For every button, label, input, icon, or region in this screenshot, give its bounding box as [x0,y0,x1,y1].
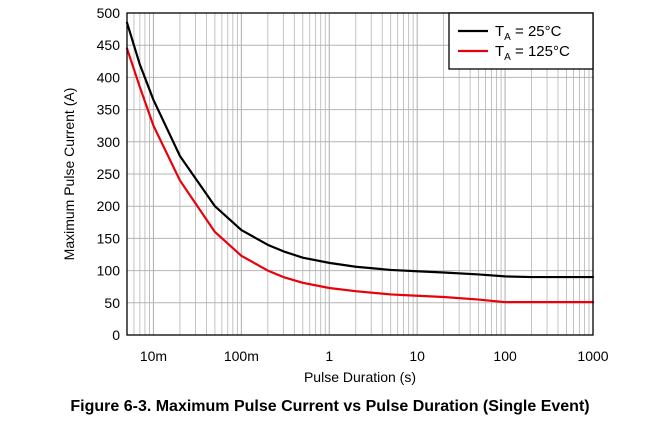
x-tick-label: 100 [493,348,517,364]
legend-label-125c: TA = 125°C [495,43,570,63]
series-layer [125,21,595,304]
legend-label-25c-rest: = 25°C [511,23,562,40]
x-tick-label: 10 [409,348,425,364]
y-tick-label: 250 [97,166,121,182]
x-tick-label: 1 [325,348,333,364]
y-tick-label: 350 [97,102,121,118]
y-tick-label: 500 [97,5,121,21]
y-tick-label: 300 [97,134,121,150]
legend: TA = 25°C TA = 125°C [448,12,594,70]
legend-label-25c-main: T [495,23,504,40]
y-tick-label: 50 [104,295,120,311]
y-tick-label: 100 [97,263,121,279]
y-tick-label: 0 [112,327,120,343]
x-tick-label: 1000 [577,348,608,364]
pulse-current-chart: 10m 100m 1 10 100 1000 0 50 100 150 200 250 300 350 4… [61,5,609,385]
legend-label-125c-main: T [495,43,504,60]
legend-label-125c-sub: A [504,52,511,63]
plot-frame [126,12,594,336]
legend-label-25c: TA = 25°C [495,23,562,43]
x-tick-label: 100m [224,348,259,364]
y-tick-label: 400 [97,69,121,85]
y-tick-label: 150 [97,230,121,246]
legend-label-25c-sub: A [504,32,511,43]
y-tick-labels: 0 50 100 150 200 250 300 350 400 450 500 [97,5,121,343]
series-line-1 [125,47,595,304]
y-tick-label: 450 [97,37,121,53]
series-line-0 [125,21,595,279]
legend-box [448,12,594,70]
y-axis-label: Maximum Pulse Current (A) [61,88,77,261]
legend-label-125c-rest: = 125°C [511,43,570,60]
x-axis-label: Pulse Duration (s) [304,369,416,385]
x-tick-label: 10m [140,348,167,364]
y-tick-label: 200 [97,198,121,214]
figure-caption: Figure 6-3. Maximum Pulse Current vs Pul… [70,398,590,415]
x-tick-labels: 10m 100m 1 10 100 1000 [140,348,609,364]
